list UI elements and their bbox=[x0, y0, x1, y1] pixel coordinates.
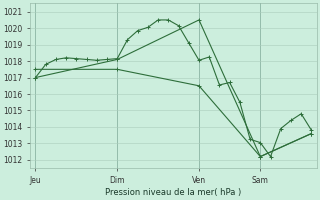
X-axis label: Pression niveau de la mer( hPa ): Pression niveau de la mer( hPa ) bbox=[105, 188, 242, 197]
